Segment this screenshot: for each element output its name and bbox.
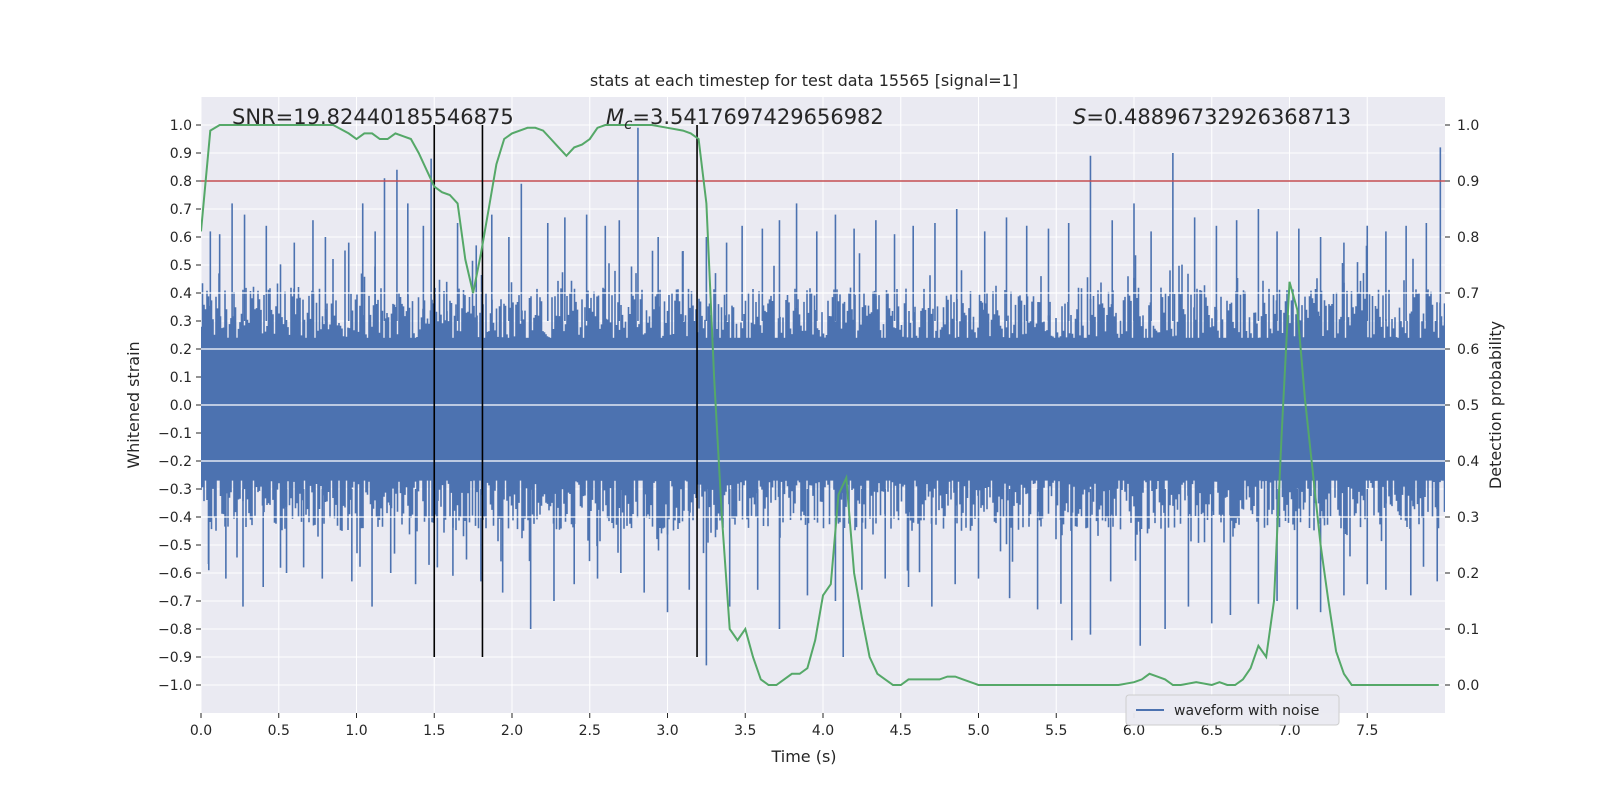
y-tick-label-left: 0.3 bbox=[170, 314, 192, 330]
s-annotation: S=0.48896732926368713 bbox=[1073, 105, 1351, 129]
y-tick-label-left: −0.3 bbox=[158, 482, 192, 498]
y-tick-label-left: −0.2 bbox=[158, 454, 192, 470]
x-ticks: 0.0 0.5 1.0 1.5 2.0 2.5 3.0 3.5 4.0 4.5 5.0 5.5 6.0 6… bbox=[190, 713, 1378, 739]
y-tick-label-right: 0.3 bbox=[1457, 510, 1479, 526]
snr-annotation: SNR=19.82440185546875 bbox=[232, 105, 514, 129]
probability-line bbox=[201, 124, 1439, 687]
y-tick-label-left: −0.8 bbox=[158, 622, 192, 638]
y-tick-label-left: −0.5 bbox=[158, 538, 192, 554]
x-tick-label: 6.5 bbox=[1201, 723, 1223, 739]
chart-title: stats at each timestep for test data 155… bbox=[590, 71, 1018, 90]
y-tick-label-right: 0.4 bbox=[1457, 454, 1479, 470]
s-symbol: S bbox=[1073, 105, 1086, 129]
x-tick-label: 1.5 bbox=[423, 723, 445, 739]
x-tick-label: 2.5 bbox=[579, 723, 601, 739]
y-tick-label-right: 0.9 bbox=[1457, 174, 1479, 190]
y-tick-label-right: 0.6 bbox=[1457, 342, 1479, 358]
y-tick-label-left: −0.9 bbox=[158, 650, 192, 666]
x-tick-label: 7.0 bbox=[1278, 723, 1300, 739]
y-axis-label-right: Detection probability bbox=[1486, 321, 1505, 489]
s-value: =0.48896732926368713 bbox=[1086, 105, 1351, 129]
y-tick-label-left: −0.1 bbox=[158, 426, 192, 442]
y-tick-label-left: 0.7 bbox=[170, 202, 192, 218]
x-axis-label: Time (s) bbox=[770, 747, 836, 766]
waveform-core bbox=[201, 337, 1445, 481]
y-tick-label-left: −0.7 bbox=[158, 594, 192, 610]
x-tick-label: 5.0 bbox=[967, 723, 989, 739]
x-tick-label: 0.5 bbox=[268, 723, 290, 739]
y-tick-label-left: −1.0 bbox=[158, 678, 192, 694]
y-tick-label-left: 0.9 bbox=[170, 146, 192, 162]
y-ticks-left: 1.0 0.9 0.8 0.7 0.6 0.5 0.4 0.3 0.2 0.1 0.0 −0.1 −0.… bbox=[158, 118, 201, 694]
y-tick-label-right: 1.0 bbox=[1457, 118, 1479, 134]
x-tick-label: 3.0 bbox=[656, 723, 678, 739]
waveform-series bbox=[201, 127, 1445, 666]
y-tick-label-left: 0.5 bbox=[170, 258, 192, 274]
mc-value: =3.5417697429656982 bbox=[632, 105, 883, 129]
y-tick-label-left: 0.4 bbox=[170, 286, 192, 302]
y-tick-label-right: 0.7 bbox=[1457, 286, 1479, 302]
legend: waveform with noise bbox=[1125, 694, 1340, 726]
y-tick-label-left: −0.6 bbox=[158, 566, 192, 582]
legend-entry: waveform with noise bbox=[1174, 703, 1319, 719]
x-tick-label: 4.5 bbox=[890, 723, 912, 739]
y-tick-label-right: 0.5 bbox=[1457, 398, 1479, 414]
x-tick-label: 7.5 bbox=[1356, 723, 1378, 739]
y-tick-label-left: 0.8 bbox=[170, 174, 192, 190]
detection-probability-series bbox=[201, 124, 1439, 687]
y-tick-label-right: 0.2 bbox=[1457, 566, 1479, 582]
x-tick-label: 0.0 bbox=[190, 723, 212, 739]
y-ticks-right: 1.0 0.9 0.8 0.7 0.6 0.5 0.4 0.3 0.2 0.1 0.0 bbox=[1445, 118, 1479, 694]
y-tick-label-right: 0.0 bbox=[1457, 678, 1479, 694]
vertical-markers bbox=[433, 125, 698, 657]
y-tick-label-right: 0.1 bbox=[1457, 622, 1479, 638]
y-tick-label-left: −0.4 bbox=[158, 510, 192, 526]
horizontal-white-lines bbox=[201, 292, 1445, 518]
x-tick-label: 3.5 bbox=[734, 723, 756, 739]
x-tick-label: 6.0 bbox=[1123, 723, 1145, 739]
mc-annotation: Mc=3.5417697429656982 bbox=[606, 105, 884, 133]
y-tick-label-left: 1.0 bbox=[170, 118, 192, 134]
y-tick-label-right: 0.8 bbox=[1457, 230, 1479, 246]
x-tick-label: 4.0 bbox=[812, 723, 834, 739]
y-tick-label-left: 0.1 bbox=[170, 370, 192, 386]
y-tick-label-left: 0.0 bbox=[170, 398, 192, 414]
x-tick-label: 2.0 bbox=[501, 723, 523, 739]
mc-symbol: M bbox=[606, 105, 624, 129]
y-tick-label-left: 0.6 bbox=[170, 230, 192, 246]
legend-box bbox=[1125, 694, 1340, 726]
x-tick-label: 5.5 bbox=[1045, 723, 1067, 739]
mc-subscript: c bbox=[624, 115, 633, 133]
x-tick-label: 1.0 bbox=[345, 723, 367, 739]
y-axis-label-left: Whitened strain bbox=[124, 341, 143, 468]
y-tick-label-left: 0.2 bbox=[170, 342, 192, 358]
